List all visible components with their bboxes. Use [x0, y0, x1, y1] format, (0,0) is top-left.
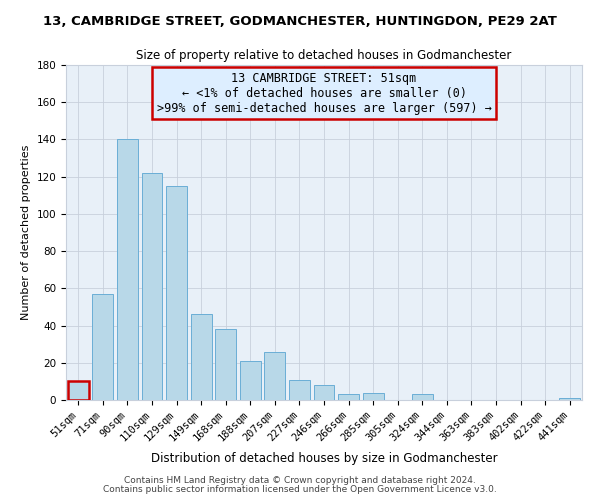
Bar: [68, 382, 89, 400]
Bar: [215, 330, 236, 400]
Bar: [362, 392, 383, 400]
Bar: [314, 385, 334, 400]
Text: Contains public sector information licensed under the Open Government Licence v3: Contains public sector information licen…: [103, 485, 497, 494]
Bar: [412, 394, 433, 400]
Bar: [68, 382, 89, 400]
Bar: [92, 294, 113, 400]
Bar: [338, 394, 359, 400]
Bar: [117, 140, 138, 400]
Text: 13, CAMBRIDGE STREET, GODMANCHESTER, HUNTINGDON, PE29 2AT: 13, CAMBRIDGE STREET, GODMANCHESTER, HUN…: [43, 15, 557, 28]
Bar: [240, 361, 261, 400]
X-axis label: Distribution of detached houses by size in Godmanchester: Distribution of detached houses by size …: [151, 452, 497, 464]
Bar: [559, 398, 580, 400]
Text: Contains HM Land Registry data © Crown copyright and database right 2024.: Contains HM Land Registry data © Crown c…: [124, 476, 476, 485]
Bar: [289, 380, 310, 400]
Bar: [265, 352, 286, 400]
Text: 13 CAMBRIDGE STREET: 51sqm
← <1% of detached houses are smaller (0)
>99% of semi: 13 CAMBRIDGE STREET: 51sqm ← <1% of deta…: [157, 72, 491, 114]
Bar: [166, 186, 187, 400]
Title: Size of property relative to detached houses in Godmanchester: Size of property relative to detached ho…: [136, 50, 512, 62]
Bar: [142, 173, 163, 400]
Bar: [191, 314, 212, 400]
Y-axis label: Number of detached properties: Number of detached properties: [21, 145, 31, 320]
